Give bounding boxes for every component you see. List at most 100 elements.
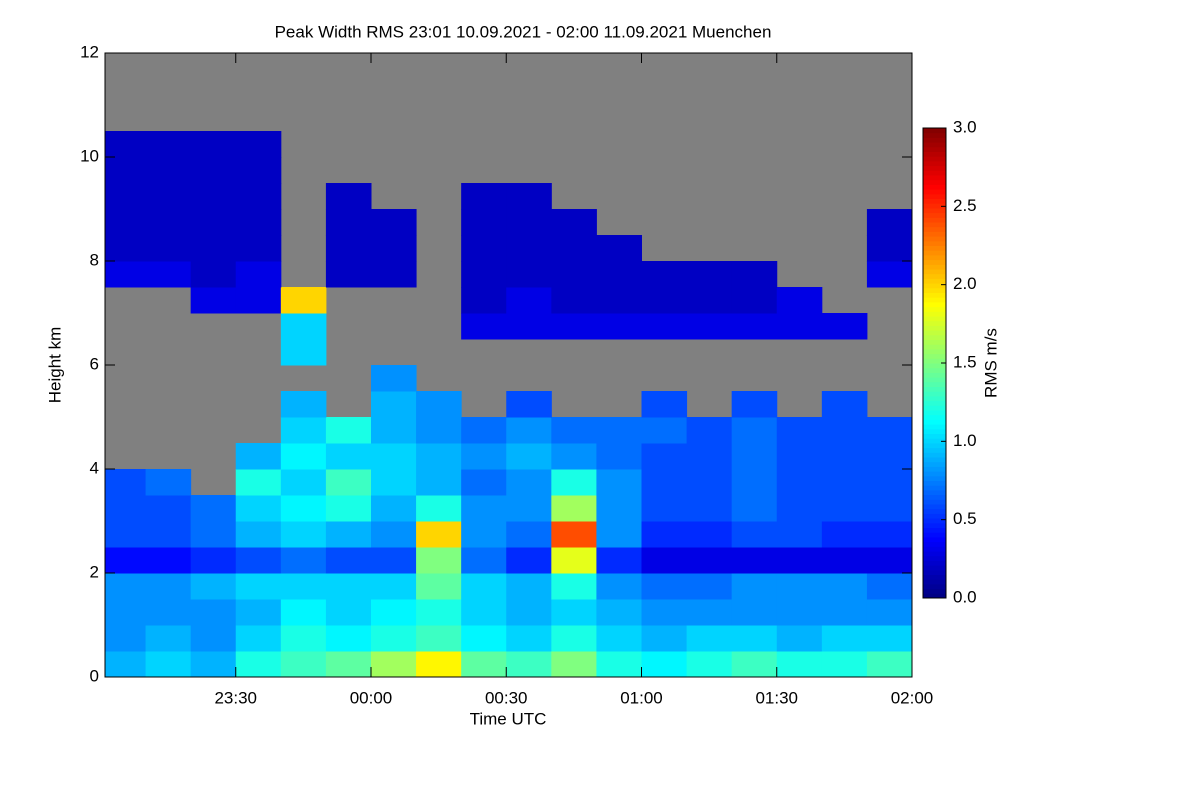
heatmap-cell xyxy=(866,547,913,574)
heatmap-cell xyxy=(866,651,913,678)
heatmap-cell xyxy=(280,287,327,314)
heatmap-cell xyxy=(821,573,868,600)
colorbar-step xyxy=(923,428,946,434)
heatmap-cell xyxy=(461,599,507,626)
heatmap-cell xyxy=(461,313,507,340)
colorbar-step xyxy=(923,593,946,599)
heatmap-cell xyxy=(235,547,282,574)
colorbar-step xyxy=(923,179,946,185)
heatmap-cell xyxy=(776,547,823,574)
colorbar-step xyxy=(923,146,946,152)
heatmap-cell xyxy=(506,287,552,314)
colorbar-step xyxy=(923,381,946,387)
heatmap-cell xyxy=(280,625,327,652)
colorbar-step xyxy=(923,518,946,524)
heatmap-cell xyxy=(776,651,823,678)
heatmap-cell xyxy=(105,131,147,158)
heatmap-cell xyxy=(145,469,192,496)
colorbar-step xyxy=(923,240,946,246)
heatmap-cell xyxy=(866,209,913,236)
colorbar-step xyxy=(923,273,946,279)
colorbar-step xyxy=(923,494,946,500)
heatmap-cell xyxy=(190,599,237,626)
heatmap-cell xyxy=(506,599,552,626)
colorbar-step xyxy=(923,170,946,176)
heatmap-cell xyxy=(731,261,778,288)
colorbar-step xyxy=(923,292,946,298)
heatmap-cell xyxy=(235,157,282,184)
colorbar-step xyxy=(923,222,946,228)
heatmap-cell xyxy=(821,599,868,626)
heatmap-cell xyxy=(731,625,778,652)
heatmap-cell xyxy=(776,599,823,626)
heatmap-cell xyxy=(416,443,462,470)
colorbar-step xyxy=(923,363,946,369)
heatmap-cell xyxy=(686,313,733,340)
colorbar-step xyxy=(923,344,946,350)
heatmap-cell xyxy=(731,495,778,522)
colorbar-tick-label: 2.0 xyxy=(953,274,977,293)
heatmap-cell xyxy=(821,521,868,548)
heatmap-cell xyxy=(145,651,192,678)
colorbar-step xyxy=(923,442,946,449)
heatmap-cell xyxy=(596,547,642,574)
colorbar-step xyxy=(923,339,946,345)
heatmap-cell xyxy=(596,261,642,288)
y-tick-label: 8 xyxy=(90,250,99,269)
heatmap-cell xyxy=(596,573,642,600)
heatmap-cell xyxy=(235,573,282,600)
heatmap-cell xyxy=(370,261,417,288)
heatmap-cell xyxy=(461,521,507,548)
colorbar-step xyxy=(923,160,946,167)
y-tick-label: 2 xyxy=(90,562,99,581)
heatmap-cell xyxy=(641,313,688,340)
heatmap-cell xyxy=(596,651,642,678)
heatmap-cell xyxy=(506,235,552,262)
heatmap-cell xyxy=(370,651,417,678)
colorbar-tick-label: 3.0 xyxy=(953,117,977,136)
heatmap-cell xyxy=(506,651,552,678)
heatmap-cell xyxy=(235,495,282,522)
x-tick-label: 23:30 xyxy=(214,688,257,707)
colorbar-step xyxy=(923,452,946,458)
heatmap-cell xyxy=(280,547,327,574)
colorbar-step xyxy=(923,287,946,293)
y-tick-label: 10 xyxy=(80,146,99,165)
colorbar-step xyxy=(923,471,946,477)
heatmap-cell xyxy=(235,183,282,210)
heatmap-cell xyxy=(235,651,282,678)
colorbar-step xyxy=(923,207,946,214)
heatmap-cell xyxy=(641,261,688,288)
heatmap-cell xyxy=(145,521,192,548)
heatmap-cell xyxy=(105,521,147,548)
heatmap-cell xyxy=(551,417,597,444)
colorbar-step xyxy=(923,325,946,331)
heatmap-cell xyxy=(506,183,552,210)
heatmap-cell xyxy=(506,391,552,418)
colorbar-step xyxy=(923,193,946,199)
heatmap-cell xyxy=(190,573,237,600)
colorbar-step xyxy=(923,269,946,275)
heatmap-cell xyxy=(325,417,372,444)
colorbar-step xyxy=(923,419,946,425)
heatmap-cell xyxy=(506,521,552,548)
heatmap-cell xyxy=(280,313,327,340)
heatmap-cell xyxy=(731,469,778,496)
heatmap-cell xyxy=(461,443,507,470)
colorbar xyxy=(923,128,946,599)
colorbar-step xyxy=(923,151,946,157)
heatmap-cell xyxy=(461,261,507,288)
heatmap-cell xyxy=(370,573,417,600)
heatmap-cell xyxy=(370,443,417,470)
heatmap-cell xyxy=(280,443,327,470)
colorbar-tick-label: 1.0 xyxy=(953,431,977,450)
colorbar-step xyxy=(923,259,946,265)
heatmap-cell xyxy=(325,235,372,262)
heatmap-cell xyxy=(731,391,778,418)
heatmap-cell xyxy=(235,599,282,626)
heatmap-cell xyxy=(190,547,237,574)
heatmap-cell xyxy=(821,443,868,470)
heatmap-cell xyxy=(416,469,462,496)
colorbar-step xyxy=(923,330,946,336)
heatmap-cell xyxy=(416,391,462,418)
